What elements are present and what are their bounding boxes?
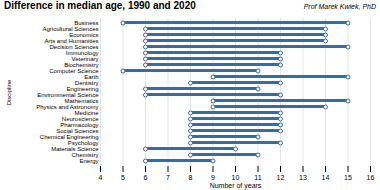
svg-text:Physics and Astronomy: Physics and Astronomy — [36, 103, 99, 110]
svg-text:Decision Sciences: Decision Sciences — [49, 43, 99, 50]
svg-text:12: 12 — [277, 174, 285, 181]
svg-text:Dentistry: Dentistry — [74, 79, 99, 86]
svg-text:Economics: Economics — [69, 31, 99, 38]
svg-text:Chemical Engineering: Chemical Engineering — [39, 133, 99, 140]
svg-text:Mathematics: Mathematics — [64, 97, 99, 104]
svg-text:Agricultural Sciences: Agricultural Sciences — [42, 25, 99, 32]
svg-text:Energy: Energy — [79, 158, 98, 164]
svg-text:Materials Science: Materials Science — [51, 145, 99, 152]
html-text:Difference in median age, 1990: Difference in median age, 1990 and 2020 — [4, 0, 196, 11]
svg-text:13: 13 — [299, 174, 307, 181]
svg-text:Number of years: Number of years — [210, 182, 262, 190]
svg-text:Environmental Science: Environmental Science — [37, 91, 99, 98]
svg-text:11: 11 — [254, 174, 261, 181]
svg-text:Veterinary: Veterinary — [71, 55, 99, 62]
svg-text:Computer Science: Computer Science — [49, 67, 99, 74]
svg-text:Social Sciences: Social Sciences — [56, 127, 99, 134]
svg-text:6: 6 — [144, 174, 148, 181]
svg-text:Discipline: Discipline — [6, 79, 12, 105]
svg-text:Neuroscience: Neuroscience — [61, 115, 99, 122]
svg-text:Medicine: Medicine — [74, 109, 99, 116]
svg-text:15: 15 — [344, 174, 352, 181]
svg-text:14: 14 — [322, 174, 330, 181]
svg-text:16: 16 — [367, 174, 375, 181]
svg-text:Pharmacology: Pharmacology — [60, 121, 99, 128]
svg-text:Engineering: Engineering — [66, 85, 99, 92]
svg-text:5: 5 — [121, 174, 125, 181]
svg-text:4: 4 — [99, 174, 103, 181]
svg-text:Psychology: Psychology — [67, 139, 99, 146]
svg-text:Biochemistry: Biochemistry — [64, 61, 99, 68]
svg-text:Immunology: Immunology — [65, 49, 99, 56]
svg-text:Business: Business — [74, 19, 99, 26]
svg-text:Chemistry: Chemistry — [71, 151, 99, 158]
svg-text:Arts and Humanities: Arts and Humanities — [44, 37, 99, 44]
svg-text:7: 7 — [166, 174, 170, 181]
svg-text:10: 10 — [232, 174, 240, 181]
svg-text:9: 9 — [211, 174, 215, 181]
svg-text:Earth: Earth — [84, 73, 99, 80]
html-text:Prof Marek Kwiek, PhD: Prof Marek Kwiek, PhD — [303, 3, 376, 10]
svg-text:8: 8 — [189, 174, 193, 181]
